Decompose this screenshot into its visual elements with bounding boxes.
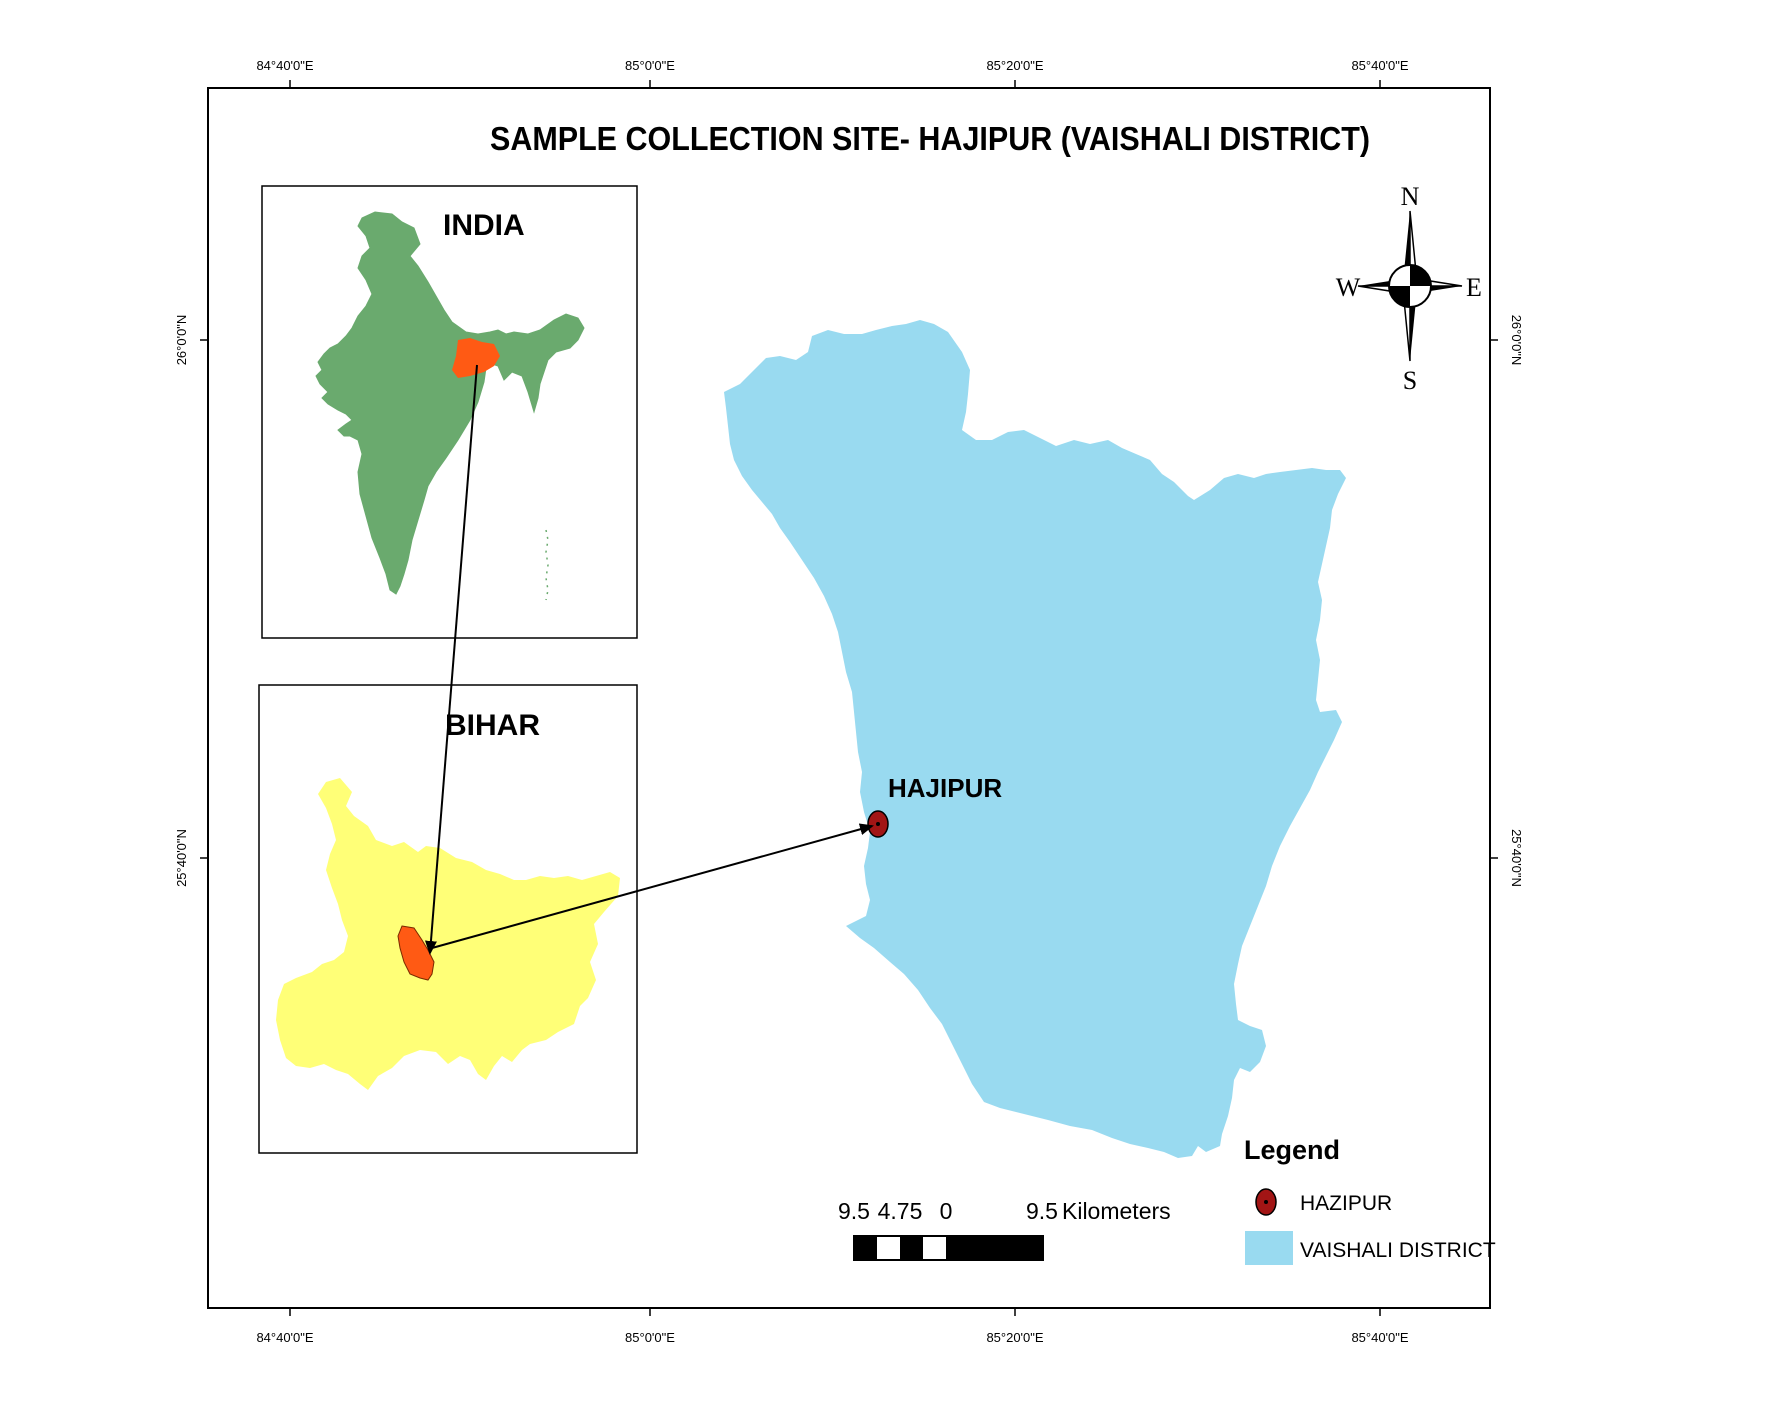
legend-item-label: HAZIPUR (1300, 1192, 1392, 1215)
compass-s: S (1403, 366, 1417, 395)
connector-arrow-india-to-bihar (424, 364, 478, 955)
north-arrow (1357, 210, 1463, 362)
grid-ticks (200, 80, 1498, 1316)
site-marker (867, 810, 889, 838)
grid-label-bottom: 85°20'0"E (986, 1330, 1043, 1345)
site-label: HAJIPUR (888, 773, 1002, 803)
scale-tick-label: 9.5 (838, 1198, 870, 1224)
legend: Legend HAZIPUR VAISHALI DISTRICT (1244, 1135, 1496, 1265)
map-title: SAMPLE COLLECTION SITE- HAJIPUR (VAISHAL… (490, 120, 1370, 157)
bihar-inset-label: BIHAR (445, 709, 540, 742)
legend-item-label: VAISHALI DISTRICT (1300, 1239, 1496, 1262)
india-outline (315, 211, 585, 601)
bihar-outline (276, 778, 620, 1090)
grid-label-top: 85°40'0"E (1351, 58, 1408, 73)
compass-n: N (1401, 182, 1420, 211)
connector-arrow-bihar-to-site (431, 823, 874, 949)
vaishali-highlight-on-bihar (397, 925, 435, 981)
grid-label-top: 85°20'0"E (986, 58, 1043, 73)
scale-tick-label: 0 (940, 1198, 953, 1224)
grid-label-top: 84°40'0"E (256, 58, 313, 73)
grid-label-left: 26°0'0"N (174, 315, 189, 366)
compass-e: E (1466, 273, 1482, 302)
grid-label-right: 25°40'0"N (1509, 829, 1524, 887)
legend-polygon-symbol (1245, 1231, 1293, 1265)
scale-unit: Kilometers (1062, 1198, 1171, 1224)
india-inset-label: INDIA (443, 209, 525, 242)
legend-title: Legend (1244, 1135, 1340, 1165)
scale-tick-label: 9.5 (1026, 1198, 1058, 1224)
vaishali-district (724, 320, 1346, 1158)
bihar-highlight-on-india (452, 338, 500, 378)
compass-w: W (1336, 273, 1361, 302)
grid-label-bottom: 84°40'0"E (256, 1330, 313, 1345)
scale-bar: 9.5 4.75 0 9.5 Kilometers (838, 1198, 1171, 1261)
grid-label-bottom: 85°0'0"E (625, 1330, 675, 1345)
grid-label-bottom: 85°40'0"E (1351, 1330, 1408, 1345)
grid-label-right: 26°0'0"N (1509, 315, 1524, 366)
grid-label-left: 25°40'0"N (174, 829, 189, 887)
grid-label-top: 85°0'0"E (625, 58, 675, 73)
scale-tick-label: 4.75 (878, 1198, 923, 1224)
